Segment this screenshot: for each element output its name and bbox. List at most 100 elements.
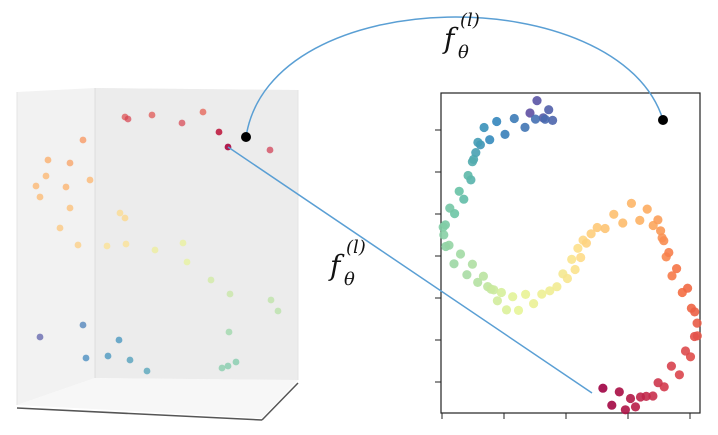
embedded-point xyxy=(530,114,541,124)
cloud-point xyxy=(79,321,87,329)
cloud-point xyxy=(207,276,215,284)
embedded-point xyxy=(600,223,610,234)
embedded-point xyxy=(635,215,645,225)
embedded-point xyxy=(576,252,586,263)
cloud-point xyxy=(266,146,274,154)
embedded-point xyxy=(552,282,562,292)
embedded-point xyxy=(586,229,596,239)
embedded-point xyxy=(438,222,448,232)
embedded-point xyxy=(525,108,535,118)
cloud-point xyxy=(183,258,191,266)
cloud-point xyxy=(66,204,74,212)
embedded-point xyxy=(690,307,700,317)
embedded-point xyxy=(445,203,455,213)
label-sup: (l) xyxy=(346,237,366,258)
cloud-point xyxy=(116,209,124,217)
embedded-point xyxy=(509,113,519,124)
label-base: f xyxy=(442,22,459,55)
embedded-point xyxy=(496,287,506,298)
cloud-point xyxy=(232,358,240,366)
embedded-point xyxy=(513,305,524,315)
embedded-point xyxy=(463,170,473,181)
embedded-point xyxy=(508,292,518,302)
embedded-point xyxy=(473,277,483,287)
embedded-point xyxy=(635,392,646,402)
cloud-point xyxy=(42,172,50,180)
cloud-point xyxy=(115,336,123,344)
embedded-point xyxy=(581,238,592,248)
embedded-point xyxy=(529,299,539,309)
embedded-point xyxy=(485,135,495,145)
embedded-point xyxy=(473,137,483,147)
cloud-point xyxy=(36,333,44,341)
embedded-point xyxy=(659,236,669,246)
embedded-point xyxy=(618,218,628,228)
embedded-point xyxy=(439,230,449,240)
cloud-point xyxy=(178,119,186,127)
label-sup: (l) xyxy=(460,10,480,31)
embedded-point xyxy=(500,129,510,139)
mapping-arc xyxy=(245,16,664,138)
cloud-point xyxy=(267,296,275,304)
cloud-point xyxy=(74,241,82,249)
embedded-point xyxy=(592,222,602,233)
embedded-point xyxy=(689,331,700,342)
cube-3d xyxy=(16,88,299,421)
cloud-point xyxy=(143,367,151,375)
embedded-point xyxy=(674,370,685,380)
cloud-point xyxy=(32,182,40,190)
embedded-point xyxy=(521,289,531,299)
embedded-point xyxy=(455,249,466,259)
embedded-point xyxy=(573,243,583,253)
cloud-point xyxy=(151,246,159,254)
cloud-point xyxy=(124,115,132,123)
cloud-point xyxy=(126,356,134,364)
embedded-point xyxy=(492,296,502,306)
embedded-point xyxy=(630,402,641,412)
embedded-point xyxy=(540,114,550,124)
cloud-point xyxy=(36,193,44,201)
embedded-point xyxy=(459,194,469,204)
cloud-point xyxy=(82,354,90,362)
cloud-3d xyxy=(32,108,282,375)
label-sub: θ xyxy=(344,269,355,290)
embedded-point xyxy=(614,387,624,397)
embedded-point xyxy=(683,283,693,293)
embedded-point xyxy=(625,393,636,404)
embedded-point xyxy=(656,226,666,236)
cloud-point xyxy=(179,239,187,247)
label-base: f xyxy=(328,249,345,282)
embedded-point xyxy=(544,105,554,115)
embedded-point xyxy=(648,391,658,401)
cube-floor-edge xyxy=(16,407,263,421)
embedded-point xyxy=(562,273,573,284)
label-middle: f θ (l) xyxy=(328,237,366,290)
embedded-point xyxy=(520,122,530,132)
cloud-point xyxy=(148,111,156,119)
embedded-point xyxy=(501,305,512,315)
embedded-point xyxy=(598,383,608,393)
embedded-point xyxy=(479,122,489,133)
cloud-point xyxy=(104,352,112,360)
cloud-point xyxy=(122,240,130,248)
embedded-point xyxy=(692,318,702,328)
embedded-point xyxy=(567,254,577,264)
cloud-point xyxy=(218,364,226,372)
embedded-point xyxy=(467,259,477,269)
label-sub: θ xyxy=(458,42,469,63)
cloud-point xyxy=(274,307,282,315)
cube-floor xyxy=(17,378,298,418)
embedded-point xyxy=(607,400,617,410)
cloud-point xyxy=(121,214,129,222)
cloud-point xyxy=(199,108,207,116)
embedded-point xyxy=(467,157,477,167)
label-top: f θ (l) xyxy=(442,10,480,63)
embedded-point xyxy=(545,286,555,296)
panel-ticks xyxy=(435,129,691,419)
embedded-point xyxy=(642,204,652,214)
cube-right-wall xyxy=(95,88,298,380)
cloud-point xyxy=(226,290,234,298)
embedded-point xyxy=(532,96,542,106)
